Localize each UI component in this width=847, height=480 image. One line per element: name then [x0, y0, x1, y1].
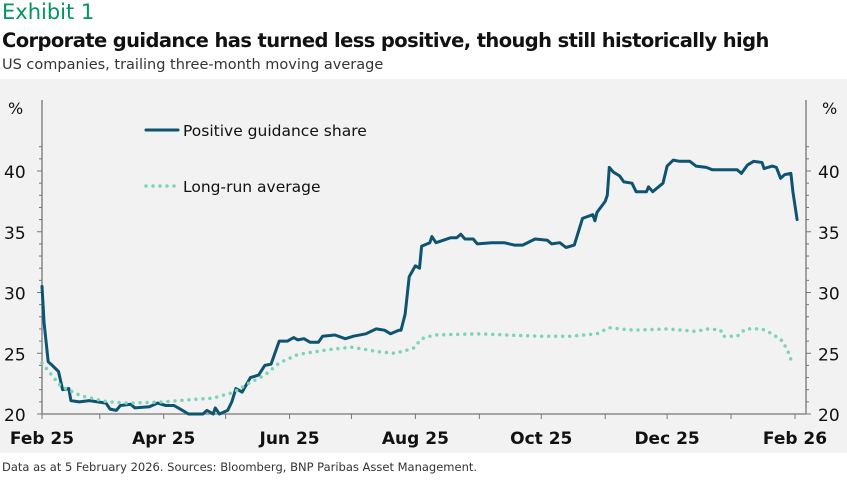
- legend-label: Positive guidance share: [183, 122, 367, 140]
- chart-subtitle: US companies, trailing three-month movin…: [2, 57, 384, 73]
- chart-title: Corporate guidance has turned less posit…: [2, 29, 769, 52]
- x-tick-label: Feb 26: [763, 429, 827, 449]
- y-tick-label-left: 40: [4, 163, 26, 183]
- x-tick-label: Aug 25: [382, 429, 449, 449]
- y-tick-label-right: 20: [818, 406, 840, 426]
- y-tick-label-left: 35: [4, 224, 26, 244]
- x-tick-label: Dec 25: [634, 429, 699, 449]
- y-tick-label-left: 25: [4, 345, 26, 365]
- legend-label: Long-run average: [183, 178, 321, 196]
- long-run-average-line: [40, 325, 795, 405]
- x-tick-label: Jun 25: [259, 429, 320, 449]
- y-axis-unit-left: %: [8, 99, 23, 118]
- exhibit-label: Exhibit 1: [2, 0, 95, 24]
- x-tick-label: Feb 25: [10, 429, 74, 449]
- y-tick-label-right: 25: [818, 345, 840, 365]
- y-axis-unit-right: %: [822, 99, 837, 118]
- y-tick-label-left: 20: [4, 406, 26, 426]
- x-tick-label: Apr 25: [132, 429, 195, 449]
- y-tick-label-right: 30: [818, 285, 840, 305]
- positive-guidance-line: [40, 158, 799, 416]
- source-note: Data as at 5 February 2026. Sources: Blo…: [2, 460, 478, 474]
- chart-panel: [0, 79, 847, 453]
- x-tick-label: Oct 25: [510, 429, 572, 449]
- y-tick-label-right: 40: [818, 163, 840, 183]
- y-tick-label-right: 35: [818, 224, 840, 244]
- y-tick-label-left: 30: [4, 285, 26, 305]
